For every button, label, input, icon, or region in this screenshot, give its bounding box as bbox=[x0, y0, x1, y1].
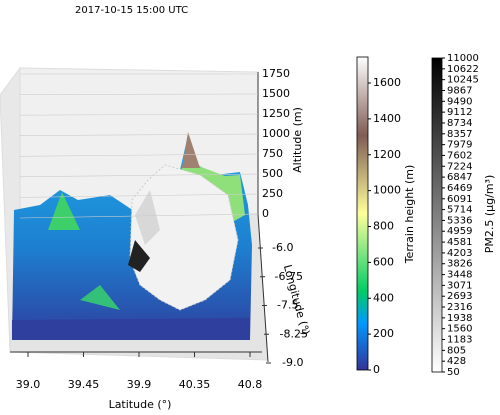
colorbar-tick-label: 2693 bbox=[447, 291, 472, 302]
colorbar-tick-label: 10245 bbox=[447, 75, 479, 86]
colorbar-tick-label: 2316 bbox=[447, 302, 472, 313]
y-axis-line bbox=[257, 213, 269, 363]
colorbar-tick-label: 7224 bbox=[447, 161, 472, 172]
z-tick-label: 250 bbox=[262, 187, 283, 200]
colorbar-tick-label: 11000 bbox=[447, 53, 479, 64]
colorbar-pm25 bbox=[431, 57, 443, 373]
z-grid-line bbox=[19, 213, 259, 219]
colorbar-tick-label: 3071 bbox=[447, 280, 472, 291]
y-tick-label: -7.5 bbox=[277, 299, 298, 312]
x-tick-label: 39.45 bbox=[68, 378, 100, 391]
colorbar-tick-label: 5714 bbox=[447, 205, 472, 216]
colorbar-tick-label: 3826 bbox=[447, 259, 472, 270]
colorbar-tick-label: 800 bbox=[373, 220, 394, 233]
colorbar-tick-label: 4203 bbox=[447, 248, 472, 259]
z-grid-line bbox=[19, 153, 259, 157]
terrain-edge bbox=[12, 318, 250, 340]
colorbar-tick-label: 7979 bbox=[447, 140, 472, 151]
colorbar-tick-label: 3448 bbox=[447, 270, 472, 281]
colorbar-label: Terrain height (m) bbox=[403, 165, 416, 265]
x-tick-label: 39.9 bbox=[127, 378, 152, 391]
x-axis-label: Latitude (°) bbox=[109, 398, 172, 411]
plume-core bbox=[135, 190, 160, 245]
colorbar-tick-label: 7602 bbox=[447, 150, 472, 161]
y-tick-label: -9.0 bbox=[282, 356, 303, 369]
x-tick-label: 40.8 bbox=[238, 378, 263, 391]
colorbar-tick-label: 9490 bbox=[447, 96, 472, 107]
z-grid-line bbox=[19, 93, 259, 95]
z-tick-label: 1500 bbox=[262, 87, 290, 100]
colorbar-tick-label: 8357 bbox=[447, 129, 472, 140]
colorbar-tick-label: 0 bbox=[373, 363, 380, 376]
colorbar-tick-label: 600 bbox=[373, 255, 394, 268]
z-tick-label: 0 bbox=[262, 207, 269, 220]
colorbar-tick-label: 1200 bbox=[373, 148, 401, 161]
z-tick-label: 1250 bbox=[262, 107, 290, 120]
colorbar-tick-label: 428 bbox=[447, 356, 466, 367]
colorbar-tick-label: 9112 bbox=[447, 107, 472, 118]
plume-core bbox=[128, 240, 150, 272]
x-tick-label: 39.0 bbox=[16, 378, 41, 391]
colorbar-tick-label: 200 bbox=[373, 327, 394, 340]
y-tick-label: -6.0 bbox=[272, 241, 293, 254]
colorbar-label: PM2.5 (μg/m³) bbox=[483, 175, 496, 254]
colorbar-tick-label: 1183 bbox=[447, 335, 472, 346]
terrain-ridge bbox=[48, 192, 80, 230]
y-tick-label: -8.25 bbox=[280, 327, 308, 340]
z-grid-line bbox=[19, 133, 259, 137]
colorbar-tick-label: 1600 bbox=[373, 76, 401, 89]
z-grid-line bbox=[19, 173, 259, 178]
colorbar-tick-label: 1000 bbox=[373, 184, 401, 197]
colorbar-tick-label: 1560 bbox=[447, 324, 472, 335]
z-grid-line bbox=[19, 113, 259, 116]
colorbar-tick-label: 4959 bbox=[447, 226, 472, 237]
z-tick-label: 500 bbox=[262, 167, 283, 180]
z-tick-label: 1750 bbox=[262, 67, 290, 80]
colorbar-tick-label: 10622 bbox=[447, 64, 479, 75]
z-axis-label: Altitude (m) bbox=[291, 107, 304, 173]
colorbar-tick-label: 50 bbox=[447, 367, 460, 378]
colorbar-tick-label: 1400 bbox=[373, 112, 401, 125]
terrain-peak bbox=[182, 132, 200, 168]
colorbar-tick-label: 6091 bbox=[447, 194, 472, 205]
terrain-ridge bbox=[80, 285, 120, 310]
colorbar-tick-label: 6847 bbox=[447, 172, 472, 183]
z-grid-line bbox=[19, 193, 259, 198]
y-tick-label: -6.75 bbox=[275, 270, 303, 283]
pm25-plume bbox=[128, 164, 239, 311]
colorbar-tick-label: 400 bbox=[373, 291, 394, 304]
chart-title: 2017-10-15 15:00 UTC bbox=[75, 5, 188, 16]
z-tick-label: 1000 bbox=[262, 127, 290, 140]
colorbar-tick-label: 9867 bbox=[447, 85, 472, 96]
colorbar-terrain bbox=[356, 56, 369, 371]
colorbar-tick-label: 5336 bbox=[447, 215, 472, 226]
z-tick-label: 750 bbox=[262, 147, 283, 160]
colorbar-tick-label: 805 bbox=[447, 345, 466, 356]
colorbar-tick-label: 4581 bbox=[447, 237, 472, 248]
colorbar-tick-label: 8734 bbox=[447, 118, 472, 129]
plume bbox=[129, 164, 239, 311]
colorbar-tick-label: 1938 bbox=[447, 313, 472, 324]
x-tick-label: 40.35 bbox=[179, 378, 211, 391]
colorbar-tick-label: 6469 bbox=[447, 183, 472, 194]
